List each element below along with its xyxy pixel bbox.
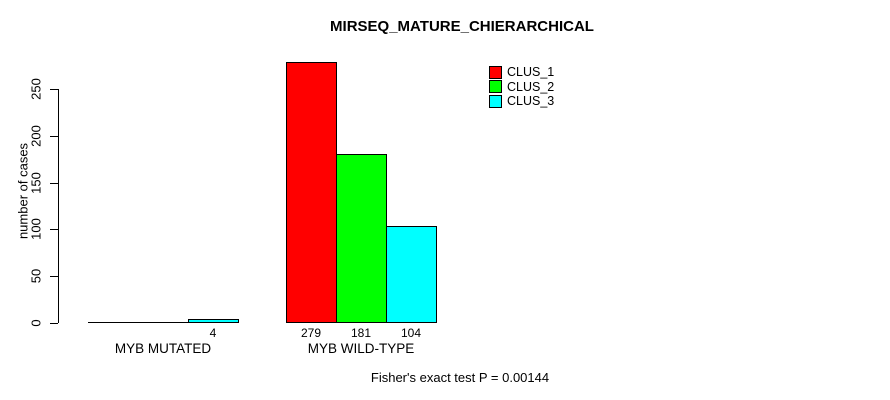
bar-clus-1-myb-wild-type [286, 62, 337, 323]
legend-item-clus-3: CLUS_3 [489, 94, 554, 109]
x-category-label-myb-mutated: MYB MUTATED [114, 341, 212, 356]
legend-label-clus-2: CLUS_2 [507, 79, 555, 94]
y-tick [50, 229, 58, 230]
legend-item-clus-2: CLUS_2 [489, 80, 554, 95]
bar-value-clus-3-myb-mutated: 4 [209, 326, 217, 340]
legend-label-clus-1: CLUS_1 [507, 65, 555, 80]
y-tick-label: 100 [28, 218, 44, 240]
y-tick-label: 50 [28, 268, 44, 284]
legend-swatch-clus-2 [489, 80, 502, 94]
bar-clus-3-myb-wild-type [386, 226, 437, 323]
x-category-label-myb-wild-type: MYB WILD-TYPE [307, 341, 415, 356]
bar-clus-2-myb-mutated [138, 322, 189, 323]
bar-clus-1-myb-mutated [88, 322, 139, 323]
y-tick [50, 136, 58, 137]
legend-swatch-clus-1 [489, 65, 502, 79]
y-tick-label: 0 [28, 319, 44, 327]
bar-value-clus-3-myb-wild-type: 104 [400, 326, 422, 340]
bar-clus-3-myb-mutated [188, 319, 239, 323]
y-tick [50, 323, 58, 324]
legend-item-clus-1: CLUS_1 [489, 65, 554, 80]
y-tick [50, 276, 58, 277]
legend-label-clus-3: CLUS_3 [507, 94, 555, 109]
legend: CLUS_1 CLUS_2 CLUS_3 [489, 65, 554, 109]
bar-value-clus-2-myb-wild-type: 181 [350, 326, 372, 340]
y-tick-label: 200 [28, 125, 44, 147]
y-tick [50, 89, 58, 90]
y-tick [50, 183, 58, 184]
legend-swatch-clus-3 [489, 94, 502, 108]
bar-value-clus-1-myb-wild-type: 279 [300, 326, 322, 340]
bar-clus-2-myb-wild-type [336, 154, 387, 323]
annotation-fishers-test: Fisher's exact test P = 0.00144 [370, 370, 550, 385]
y-axis-line [58, 89, 59, 323]
y-tick-label: 250 [28, 78, 44, 100]
y-tick-label: 150 [28, 172, 44, 194]
chart-title: MIRSEQ_MATURE_CHIERARCHICAL [330, 18, 594, 35]
